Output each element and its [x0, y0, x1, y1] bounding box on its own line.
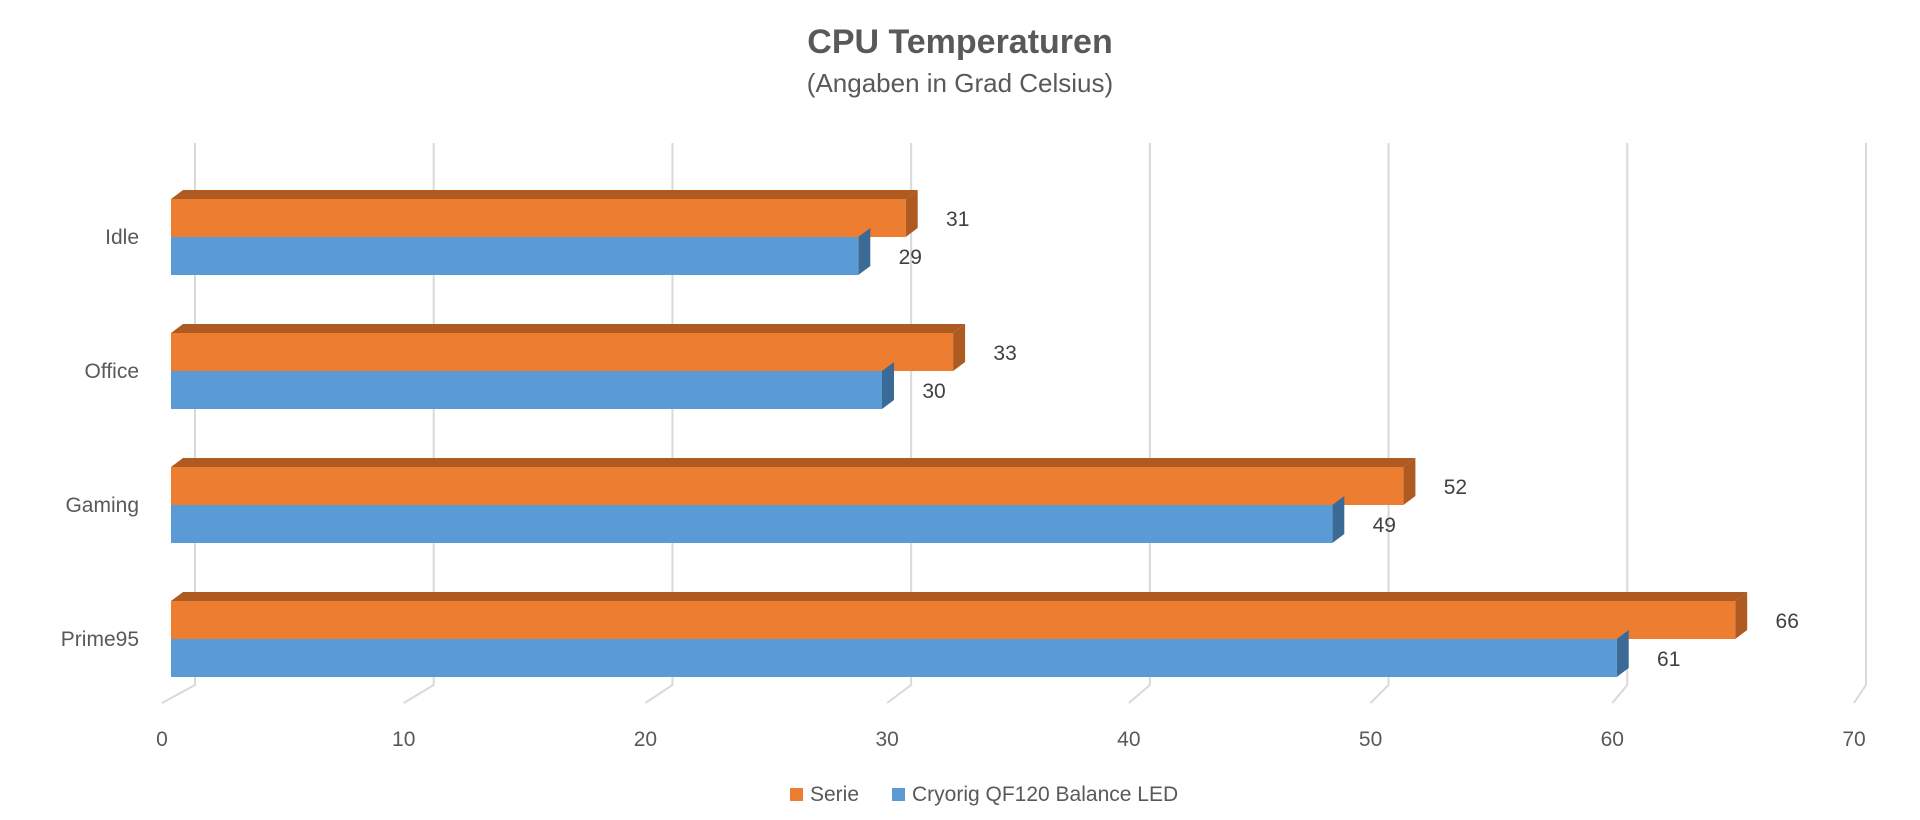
chart-subtitle: (Angaben in Grad Celsius)	[807, 68, 1113, 98]
bar-cryorig	[171, 228, 871, 275]
bar-side-face	[1403, 458, 1416, 505]
x-tick-label: 70	[1842, 728, 1865, 751]
bar-serie	[171, 592, 1748, 639]
data-label: 29	[899, 246, 922, 269]
data-label: 49	[1373, 514, 1396, 537]
bar-front-face	[171, 505, 1333, 543]
bar-side-face	[1616, 630, 1629, 677]
bar-side-face	[858, 228, 871, 275]
bar-top-face	[171, 324, 966, 333]
legend-item: Serie	[790, 783, 859, 806]
category-label: Prime95	[61, 628, 139, 651]
category-label: Office	[85, 360, 139, 383]
bar-front-face	[171, 467, 1404, 505]
bar-front-face	[171, 601, 1736, 639]
data-label: 61	[1657, 648, 1680, 671]
bar-serie	[171, 190, 918, 237]
category-label: Gaming	[65, 494, 139, 517]
data-label: 30	[922, 380, 945, 403]
gridline	[1611, 143, 1629, 704]
data-label: 31	[946, 208, 969, 231]
bar-cryorig	[171, 496, 1345, 543]
legend-item: Cryorig QF120 Balance LED	[892, 783, 1178, 806]
x-tick-label: 0	[156, 728, 168, 751]
data-label: 52	[1444, 476, 1467, 499]
bar-side-face	[1332, 496, 1345, 543]
bar-cryorig	[171, 362, 894, 409]
bar-serie	[171, 324, 966, 371]
x-tick-label: 20	[634, 728, 657, 751]
x-tick-label: 40	[1117, 728, 1140, 751]
x-tick-label: 50	[1359, 728, 1382, 751]
data-label: 66	[1776, 610, 1799, 633]
bar-serie	[171, 458, 1416, 505]
bar-top-face	[171, 592, 1748, 601]
gridline	[1853, 143, 1867, 704]
bar-front-face	[171, 237, 859, 275]
bar-side-face	[882, 362, 894, 409]
data-label: 33	[993, 342, 1016, 365]
category-label: Idle	[105, 226, 139, 249]
x-tick-label: 30	[875, 728, 898, 751]
bar-front-face	[171, 199, 906, 237]
legend-label: Cryorig QF120 Balance LED	[912, 783, 1178, 806]
legend-swatch	[790, 788, 803, 801]
bar-side-face	[1735, 592, 1748, 639]
bar-side-face	[953, 324, 966, 371]
gridline	[886, 143, 913, 704]
gridline	[1128, 143, 1151, 704]
legend-swatch	[892, 788, 905, 801]
bar-front-face	[171, 333, 954, 371]
gridline	[403, 143, 435, 704]
bar-cryorig	[171, 630, 1629, 677]
bar-side-face	[905, 190, 918, 237]
bar-front-face	[171, 639, 1617, 677]
bar-top-face	[171, 190, 918, 199]
bar-top-face	[171, 458, 1416, 467]
plot-area: 0 10 20 30 40 50 60 70 Idle 31 29 Office 33 30 Gaming 5…	[61, 143, 1867, 751]
gridline	[1369, 143, 1390, 704]
x-tick-label: 10	[392, 728, 415, 751]
legend-label: Serie	[810, 783, 859, 806]
legend: Serie Cryorig QF120 Balance LED	[790, 783, 1178, 806]
bar-front-face	[171, 371, 882, 409]
chart-title: CPU Temperaturen	[807, 23, 1112, 61]
x-tick-label: 60	[1601, 728, 1624, 751]
gridline	[644, 143, 674, 704]
gridline	[161, 143, 196, 704]
